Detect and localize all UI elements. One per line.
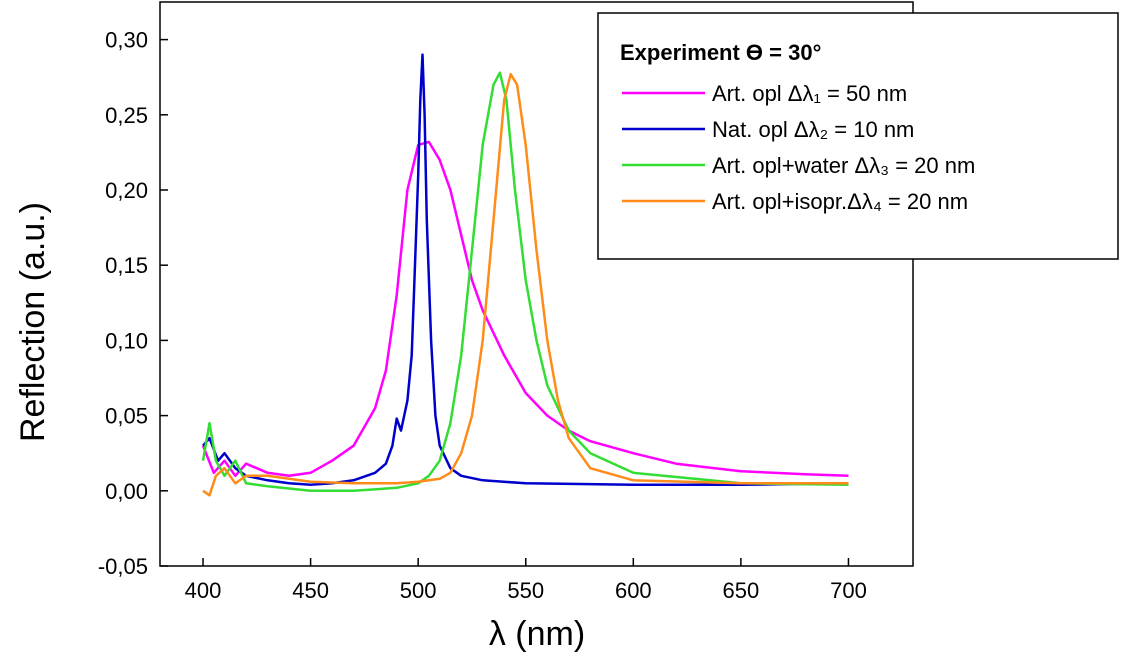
legend-label-2: Nat. opl Δλ₂ = 10 nm <box>712 117 914 142</box>
legend-items: Art. opl Δλ₁ = 50 nm Nat. opl Δλ₂ = 10 nm… <box>622 81 975 214</box>
y-tick-label: 0,20 <box>105 178 148 203</box>
legend: Experiment ϴ = 30° Art. opl Δλ₁ = 50 nm N… <box>597 12 1119 260</box>
y-tick-label: 0,10 <box>105 328 148 353</box>
x-tick-label: 600 <box>615 578 652 603</box>
y-tick-label: 0,05 <box>105 404 148 429</box>
x-tick-label: 400 <box>185 578 222 603</box>
x-axis-title: λ (nm) <box>489 615 585 653</box>
y-tick-label: 0,30 <box>105 28 148 53</box>
series-line-2 <box>202 53 838 487</box>
y-axis-title: Reflection (a.u.) <box>14 202 52 442</box>
series-line-3 <box>201 71 849 493</box>
legend-title: Experiment ϴ = 30° <box>620 40 821 65</box>
y-tick-label: -0,05 <box>98 554 148 579</box>
series-layer <box>201 53 849 497</box>
y-tick-label: 0,25 <box>105 103 148 128</box>
y-tick-label: 0,15 <box>105 253 148 278</box>
series-line-4 <box>202 72 849 497</box>
legend-label-1: Art. opl Δλ₁ = 50 nm <box>712 81 907 106</box>
x-tick-label: 500 <box>400 578 437 603</box>
plot-frame <box>159 1 914 567</box>
y-tick-label: 0,00 <box>105 479 148 504</box>
x-tick-label: 700 <box>830 578 867 603</box>
x-tick-label: 450 <box>292 578 329 603</box>
legend-label-4: Art. opl+isopr.Δλ₄ = 20 nm <box>712 189 968 214</box>
legend-box <box>597 12 1119 260</box>
x-tick-label: 650 <box>723 578 760 603</box>
series-line-1 <box>201 140 849 478</box>
plot-border <box>159 1 914 567</box>
ticks-layer: 400 450 500 550 600 650 700 -0,05 0,00 0,05 0,10 0,… <box>98 28 867 603</box>
legend-label-3: Art. opl+water Δλ₃ = 20 nm <box>712 153 975 178</box>
x-tick-label: 550 <box>507 578 544 603</box>
